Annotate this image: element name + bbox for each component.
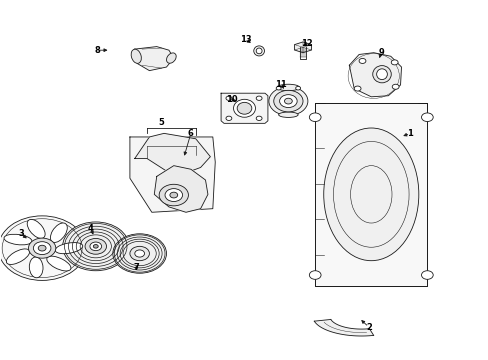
Circle shape (225, 96, 231, 100)
Circle shape (38, 245, 46, 251)
Circle shape (0, 216, 86, 280)
Text: 2: 2 (365, 323, 371, 332)
Circle shape (256, 116, 262, 121)
Circle shape (284, 98, 292, 104)
Polygon shape (348, 53, 401, 97)
Ellipse shape (29, 257, 43, 278)
Circle shape (273, 90, 303, 112)
Text: 1: 1 (407, 129, 412, 138)
Ellipse shape (166, 53, 176, 63)
Ellipse shape (277, 84, 299, 91)
Circle shape (295, 86, 300, 90)
Ellipse shape (253, 46, 264, 56)
Circle shape (28, 238, 56, 258)
Ellipse shape (256, 48, 262, 54)
Text: 13: 13 (239, 35, 251, 44)
Text: 12: 12 (301, 39, 312, 48)
Ellipse shape (323, 128, 418, 261)
Ellipse shape (50, 223, 67, 242)
Polygon shape (315, 103, 427, 286)
Circle shape (358, 58, 365, 63)
Circle shape (135, 250, 144, 257)
Circle shape (164, 189, 182, 202)
Polygon shape (135, 134, 210, 173)
Text: 10: 10 (226, 95, 238, 104)
Polygon shape (130, 137, 215, 212)
Ellipse shape (55, 243, 82, 254)
Circle shape (62, 222, 129, 271)
Polygon shape (314, 319, 373, 336)
Ellipse shape (372, 66, 390, 83)
Circle shape (390, 60, 397, 65)
Circle shape (90, 242, 102, 251)
Circle shape (309, 113, 321, 122)
Circle shape (33, 242, 51, 255)
Ellipse shape (131, 49, 141, 63)
Polygon shape (221, 93, 267, 123)
Circle shape (85, 238, 106, 254)
Circle shape (93, 244, 98, 248)
Circle shape (309, 271, 321, 279)
Ellipse shape (237, 102, 251, 114)
Ellipse shape (27, 219, 45, 238)
Circle shape (130, 246, 149, 261)
Text: 7: 7 (133, 264, 139, 273)
Polygon shape (135, 46, 173, 71)
Text: 5: 5 (158, 118, 164, 127)
Ellipse shape (278, 112, 298, 117)
Circle shape (256, 96, 262, 100)
Polygon shape (294, 42, 311, 53)
Ellipse shape (376, 69, 386, 80)
Polygon shape (154, 166, 207, 212)
Circle shape (169, 192, 177, 198)
Text: 8: 8 (94, 46, 100, 55)
Circle shape (113, 234, 166, 273)
Ellipse shape (233, 99, 255, 117)
Bar (315, 103, 427, 286)
Circle shape (391, 84, 398, 89)
Circle shape (225, 116, 231, 121)
Text: 3: 3 (18, 229, 24, 238)
Text: 11: 11 (275, 81, 286, 90)
Text: 9: 9 (377, 48, 383, 57)
Ellipse shape (6, 249, 30, 265)
Circle shape (353, 86, 360, 91)
Circle shape (421, 113, 432, 122)
Circle shape (268, 87, 307, 116)
Text: 6: 6 (187, 129, 193, 138)
Circle shape (159, 184, 188, 206)
Circle shape (421, 271, 432, 279)
Text: 4: 4 (88, 224, 94, 233)
Circle shape (279, 95, 297, 108)
Ellipse shape (47, 256, 71, 271)
Circle shape (276, 86, 281, 90)
Ellipse shape (4, 234, 32, 245)
